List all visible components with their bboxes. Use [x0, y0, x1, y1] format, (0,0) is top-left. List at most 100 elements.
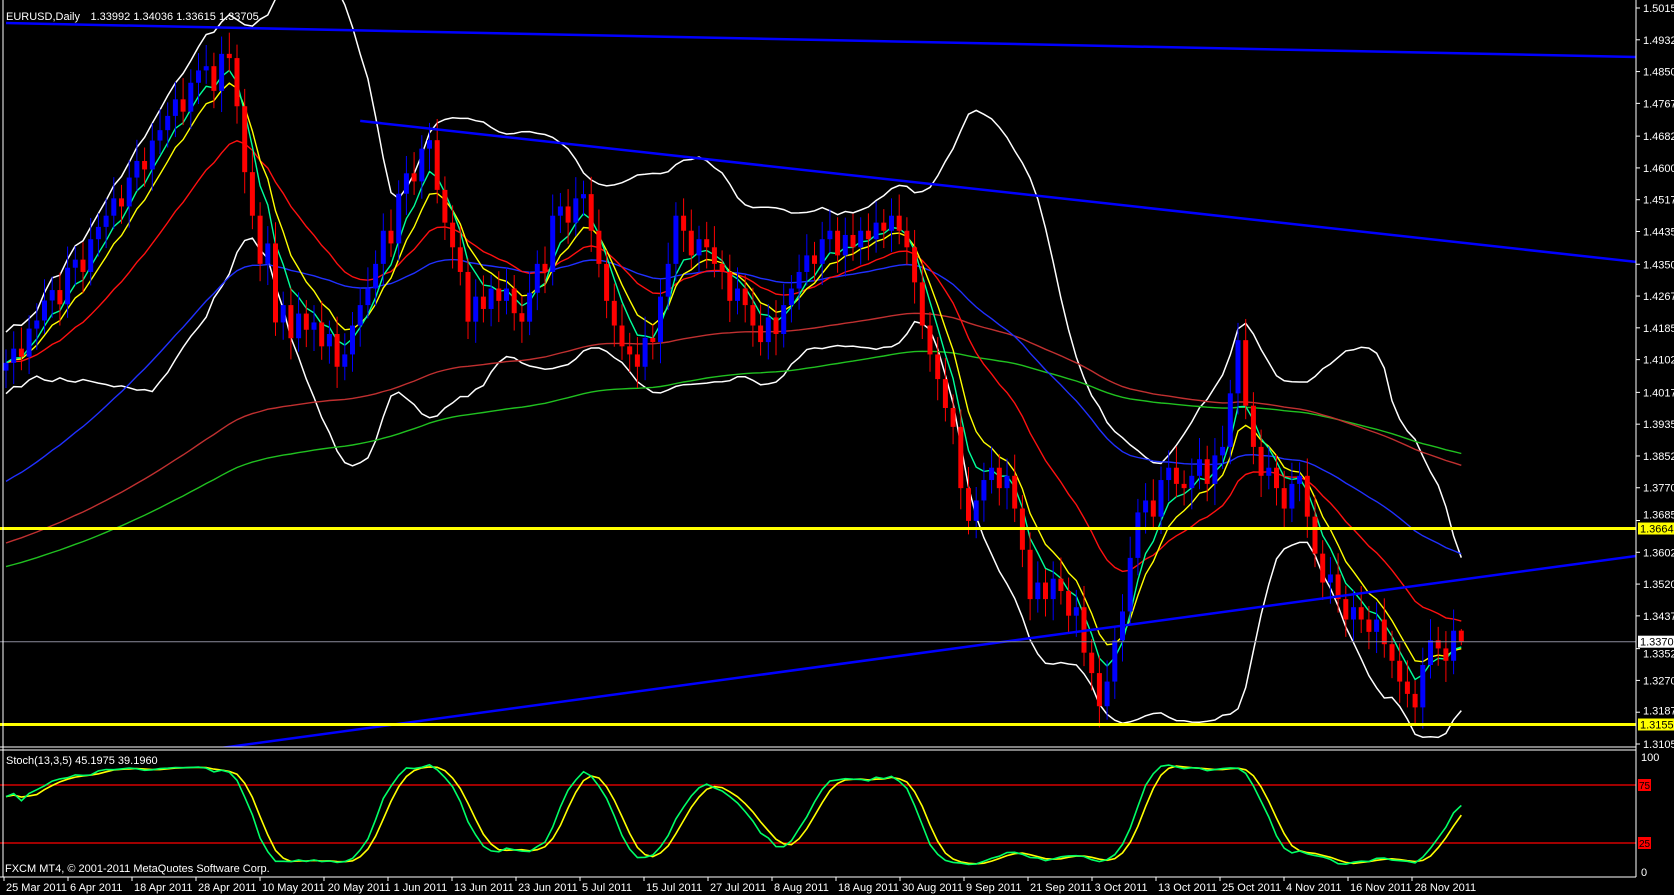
bull-candle: [311, 322, 317, 330]
bear-candle: [1412, 693, 1418, 708]
stoch-main-line: [5, 763, 1462, 866]
bear-candle: [1389, 644, 1395, 661]
date-tick-label: 21 Sep 2011: [1030, 882, 1092, 894]
bear-candle: [611, 300, 617, 326]
price-tick-label: 1.42675: [1643, 291, 1674, 303]
bull-candle: [1112, 640, 1118, 682]
bear-candle: [1243, 340, 1249, 406]
bear-candle: [1366, 619, 1372, 632]
bear-candle: [619, 325, 625, 347]
bear-candle: [434, 140, 440, 190]
date-tick-label: 28 Apr 2011: [198, 882, 257, 894]
date-tick-label: 15 Jul 2011: [646, 882, 702, 894]
bear-candle: [1027, 549, 1033, 600]
bull-candle: [1104, 681, 1110, 707]
date-tick-label: 30 Aug 2011: [902, 882, 963, 894]
bull-candle: [1004, 475, 1010, 489]
stoch-level-badge: [1638, 837, 1651, 849]
bear-candle: [919, 282, 925, 326]
bull-candle: [1127, 557, 1133, 612]
bear-candle: [627, 346, 633, 355]
price-tick-label: 1.47675: [1643, 98, 1674, 110]
bull-candle: [103, 215, 109, 227]
bear-candle: [904, 230, 910, 248]
bear-candle: [465, 271, 471, 322]
bear-candle: [812, 255, 817, 264]
bear-candle: [1181, 483, 1187, 489]
price-tick-label: 1.40175: [1643, 387, 1674, 399]
bull-candle: [1073, 607, 1079, 616]
bull-candle: [1050, 578, 1056, 600]
bear-candle: [750, 305, 756, 326]
stochastic-pane: [0, 763, 1636, 866]
bull-candle: [1158, 480, 1164, 517]
bull-candle: [989, 467, 995, 481]
stoch-scale-min: 0: [1641, 867, 1647, 879]
bear-candle: [688, 230, 694, 256]
bull-candle: [527, 292, 533, 322]
bear-candle: [273, 243, 278, 323]
bull-candle: [350, 325, 355, 355]
price-tick-label: 1.37700: [1643, 483, 1674, 495]
bull-candle: [973, 500, 979, 521]
bear-candle: [681, 215, 687, 231]
bull-candle: [1351, 607, 1356, 620]
trendline-2: [360, 119, 1636, 264]
bull-candle: [1212, 455, 1218, 484]
bear-candle: [565, 206, 571, 223]
bull-candle: [1451, 630, 1457, 661]
bull-candle: [1135, 512, 1141, 558]
bear-candle: [588, 194, 594, 231]
bear-candle: [1381, 619, 1387, 645]
bull-candle: [380, 230, 386, 264]
bear-candle: [1312, 516, 1318, 554]
bull-candle: [642, 337, 648, 367]
ema-144-line: [5, 312, 1462, 544]
bull-candle: [1266, 467, 1272, 476]
bear-candle: [211, 66, 217, 91]
bull-candle: [172, 99, 178, 116]
stoch-level-badge: [1638, 779, 1651, 791]
bull-candle: [488, 288, 494, 309]
bear-candle: [249, 172, 255, 216]
date-tick-label: 18 Aug 2011: [838, 882, 899, 894]
bear-candle: [319, 322, 325, 347]
price-tick-label: 1.39350: [1643, 419, 1674, 431]
bear-candle: [511, 288, 517, 314]
bear-candle: [865, 230, 871, 240]
bull-candle: [819, 239, 825, 264]
copyright-text: FXCM MT4, © 2001-2011 MetaQuotes Softwar…: [5, 863, 270, 875]
bear-candle: [1096, 673, 1102, 707]
bull-candle: [557, 206, 563, 216]
price-tick-label: 1.34375: [1643, 611, 1674, 623]
bull-candle: [573, 198, 579, 223]
bear-candle: [303, 313, 309, 330]
bull-candle: [889, 215, 894, 231]
date-tick-label: 3 Oct 2011: [1095, 882, 1148, 894]
bull-candle: [149, 140, 155, 170]
date-tick-label: 16 Nov 2011: [1350, 882, 1412, 894]
bull-candle: [196, 70, 201, 83]
bull-candle: [95, 226, 101, 240]
bear-candle: [758, 325, 764, 343]
bull-candle: [134, 160, 140, 178]
bull-candle: [203, 66, 209, 71]
bear-candle: [1335, 574, 1341, 600]
bull-candle: [873, 222, 879, 240]
bull-candle: [3, 362, 9, 371]
price-tick-label: 1.35200: [1643, 579, 1674, 591]
bull-candle: [1143, 500, 1149, 513]
bear-candle: [1443, 648, 1449, 661]
date-tick-label: 25 Oct 2011: [1222, 882, 1281, 894]
bear-candle: [650, 337, 656, 343]
bull-candle: [658, 296, 663, 343]
bear-candle: [1150, 500, 1156, 517]
bear-candle: [604, 263, 610, 301]
bull-candle: [357, 305, 363, 326]
bull-candle: [842, 234, 848, 256]
ema-200-line: [5, 350, 1462, 568]
price-tick-label: 1.43500: [1643, 259, 1674, 271]
date-tick-label: 25 Mar 2011: [6, 882, 67, 894]
